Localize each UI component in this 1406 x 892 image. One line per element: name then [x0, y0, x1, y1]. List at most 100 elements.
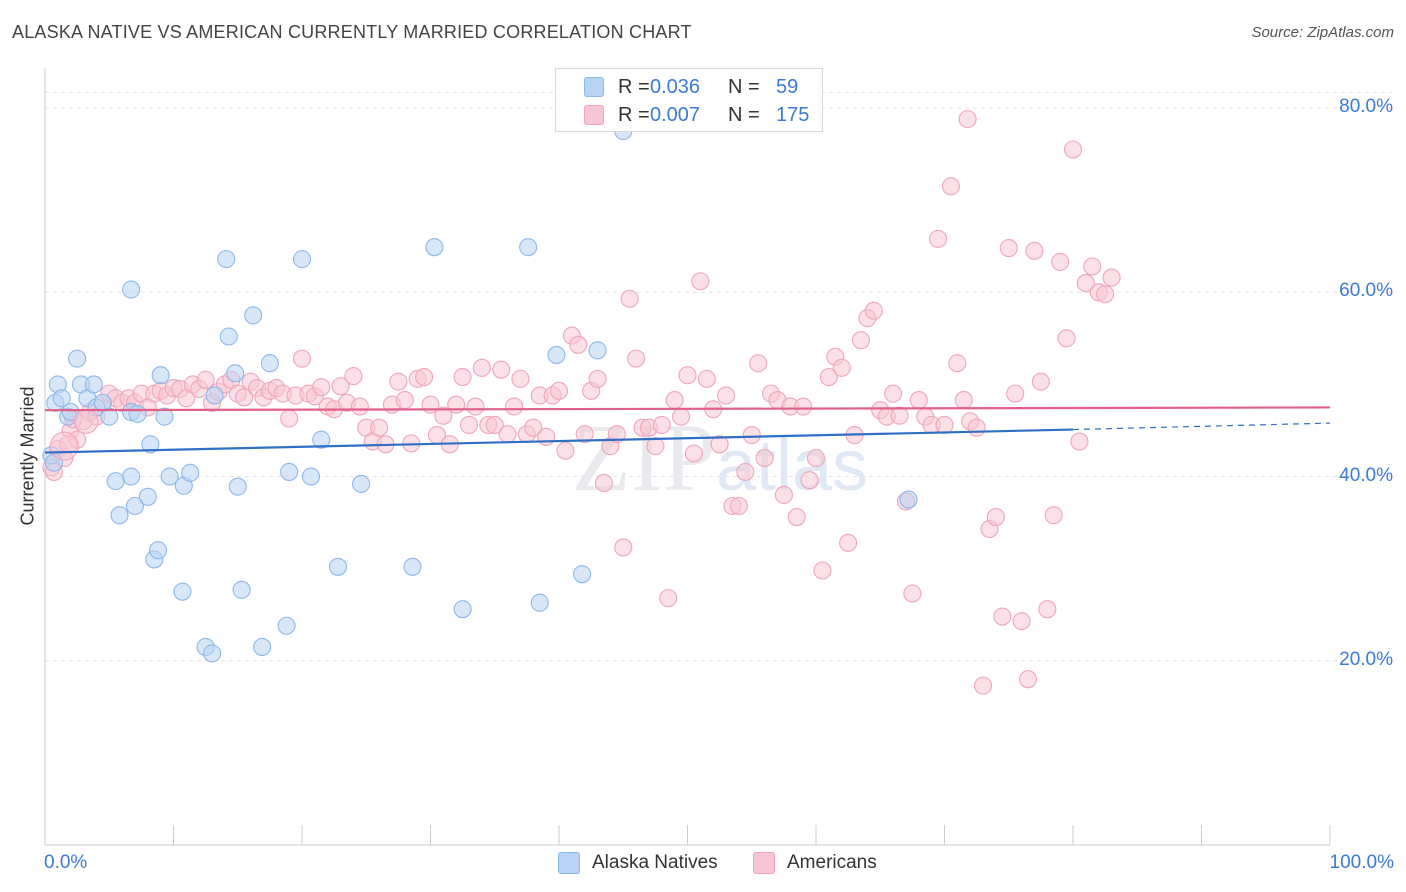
point-alaska-natives: [253, 637, 272, 656]
point-americans: [1044, 506, 1063, 525]
point-alaska-natives: [149, 541, 168, 560]
point-americans: [1031, 372, 1050, 391]
point-americans: [948, 354, 967, 373]
stats-legend: R = 0.036 N = 59 R = 0.007 N = 175: [555, 68, 823, 132]
series-label-americans: Americans: [787, 852, 877, 873]
point-americans: [832, 358, 851, 377]
point-americans: [575, 425, 594, 444]
point-americans: [1057, 329, 1076, 348]
trend-layer: [44, 406, 1331, 454]
point-americans: [453, 367, 472, 387]
series-legend-item-americans[interactable]: Americans: [753, 852, 877, 874]
point-americans: [1038, 600, 1057, 619]
point-alaska-natives: [122, 467, 141, 486]
point-alaska-natives: [138, 487, 157, 506]
point-alaska-natives: [328, 557, 348, 576]
axis-layer: [44, 68, 1331, 846]
point-americans: [973, 676, 993, 695]
y-tick-label: 20.0%: [1339, 648, 1393, 670]
point-alaska-natives: [173, 582, 192, 601]
point-americans: [395, 391, 414, 410]
point-americans: [235, 388, 254, 407]
point-americans: [196, 370, 215, 389]
point-americans: [774, 485, 793, 505]
legend-row-americans: R = 0.007 N = 175: [556, 101, 809, 129]
point-americans: [742, 426, 761, 445]
point-americans: [993, 607, 1012, 626]
point-alaska-natives: [899, 490, 918, 509]
point-americans: [691, 272, 710, 291]
point-alaska-natives: [301, 467, 321, 486]
series-swatch-alaska-natives: [558, 852, 580, 874]
point-americans: [839, 533, 858, 552]
point-americans: [504, 397, 524, 416]
point-americans: [498, 425, 517, 444]
series-swatch-americans: [753, 852, 775, 874]
point-alaska-natives: [226, 364, 245, 383]
point-alaska-natives: [588, 341, 607, 360]
point-americans: [672, 407, 691, 426]
point-americans: [646, 437, 665, 456]
legend-n-label: N =: [728, 75, 760, 98]
y-tick-label: 60.0%: [1339, 280, 1393, 302]
point-americans: [620, 289, 639, 308]
point-alaska-natives: [312, 430, 331, 449]
point-alaska-natives: [453, 600, 472, 619]
point-alaska-natives: [217, 250, 236, 269]
point-americans: [73, 408, 99, 434]
point-americans: [627, 349, 646, 368]
series-legend: Alaska Natives Americans: [0, 852, 1406, 878]
point-americans: [537, 427, 556, 446]
point-alaska-natives: [277, 616, 296, 635]
point-americans: [447, 395, 466, 414]
point-americans: [1063, 140, 1083, 159]
point-americans: [864, 301, 883, 320]
point-alaska-natives: [160, 467, 179, 486]
point-americans: [851, 331, 871, 350]
point-alaska-natives: [110, 506, 129, 525]
point-alaska-natives: [573, 565, 592, 584]
point-alaska-natives: [128, 404, 147, 423]
point-americans: [967, 418, 986, 437]
legend-swatch-americans: [584, 105, 604, 125]
point-alaska-natives: [260, 354, 279, 373]
point-americans: [312, 378, 331, 397]
point-americans: [986, 508, 1005, 527]
points-layer: [42, 110, 1121, 695]
series-legend-item-alaska-natives[interactable]: Alaska Natives: [558, 852, 718, 874]
point-alaska-natives: [181, 463, 200, 482]
point-alaska-natives: [100, 407, 119, 426]
point-americans: [556, 441, 575, 460]
point-americans: [1070, 432, 1089, 451]
point-americans: [485, 415, 504, 434]
trendline-alaska-natives-extension: [1072, 422, 1331, 431]
point-americans: [749, 354, 768, 373]
legend-r-value: 0.007: [650, 103, 701, 126]
point-americans: [999, 239, 1018, 258]
point-alaska-natives: [530, 593, 549, 612]
point-americans: [1083, 257, 1102, 276]
point-americans: [652, 415, 671, 434]
point-americans: [1096, 285, 1115, 304]
point-americans: [710, 435, 729, 454]
legend-row-alaska-natives: R = 0.036 N = 59: [556, 73, 798, 101]
legend-n-label: N =: [728, 103, 760, 126]
point-americans: [665, 391, 684, 410]
point-americans: [1012, 612, 1031, 631]
y-tick-label: 40.0%: [1339, 464, 1393, 486]
point-americans: [787, 508, 806, 527]
point-alaska-natives: [52, 389, 71, 408]
trendline-alaska-natives: [44, 428, 1074, 454]
point-americans: [292, 349, 312, 368]
point-americans: [903, 584, 922, 603]
point-americans: [524, 418, 543, 437]
point-americans: [794, 397, 813, 416]
point-alaska-natives: [244, 306, 263, 325]
legend-r-value: 0.036: [650, 75, 701, 98]
point-americans: [958, 110, 977, 129]
point-alaska-natives: [203, 644, 222, 663]
legend-swatch-alaska-natives: [584, 77, 604, 97]
legend-r-label: R =: [618, 75, 650, 98]
point-americans: [280, 409, 299, 428]
